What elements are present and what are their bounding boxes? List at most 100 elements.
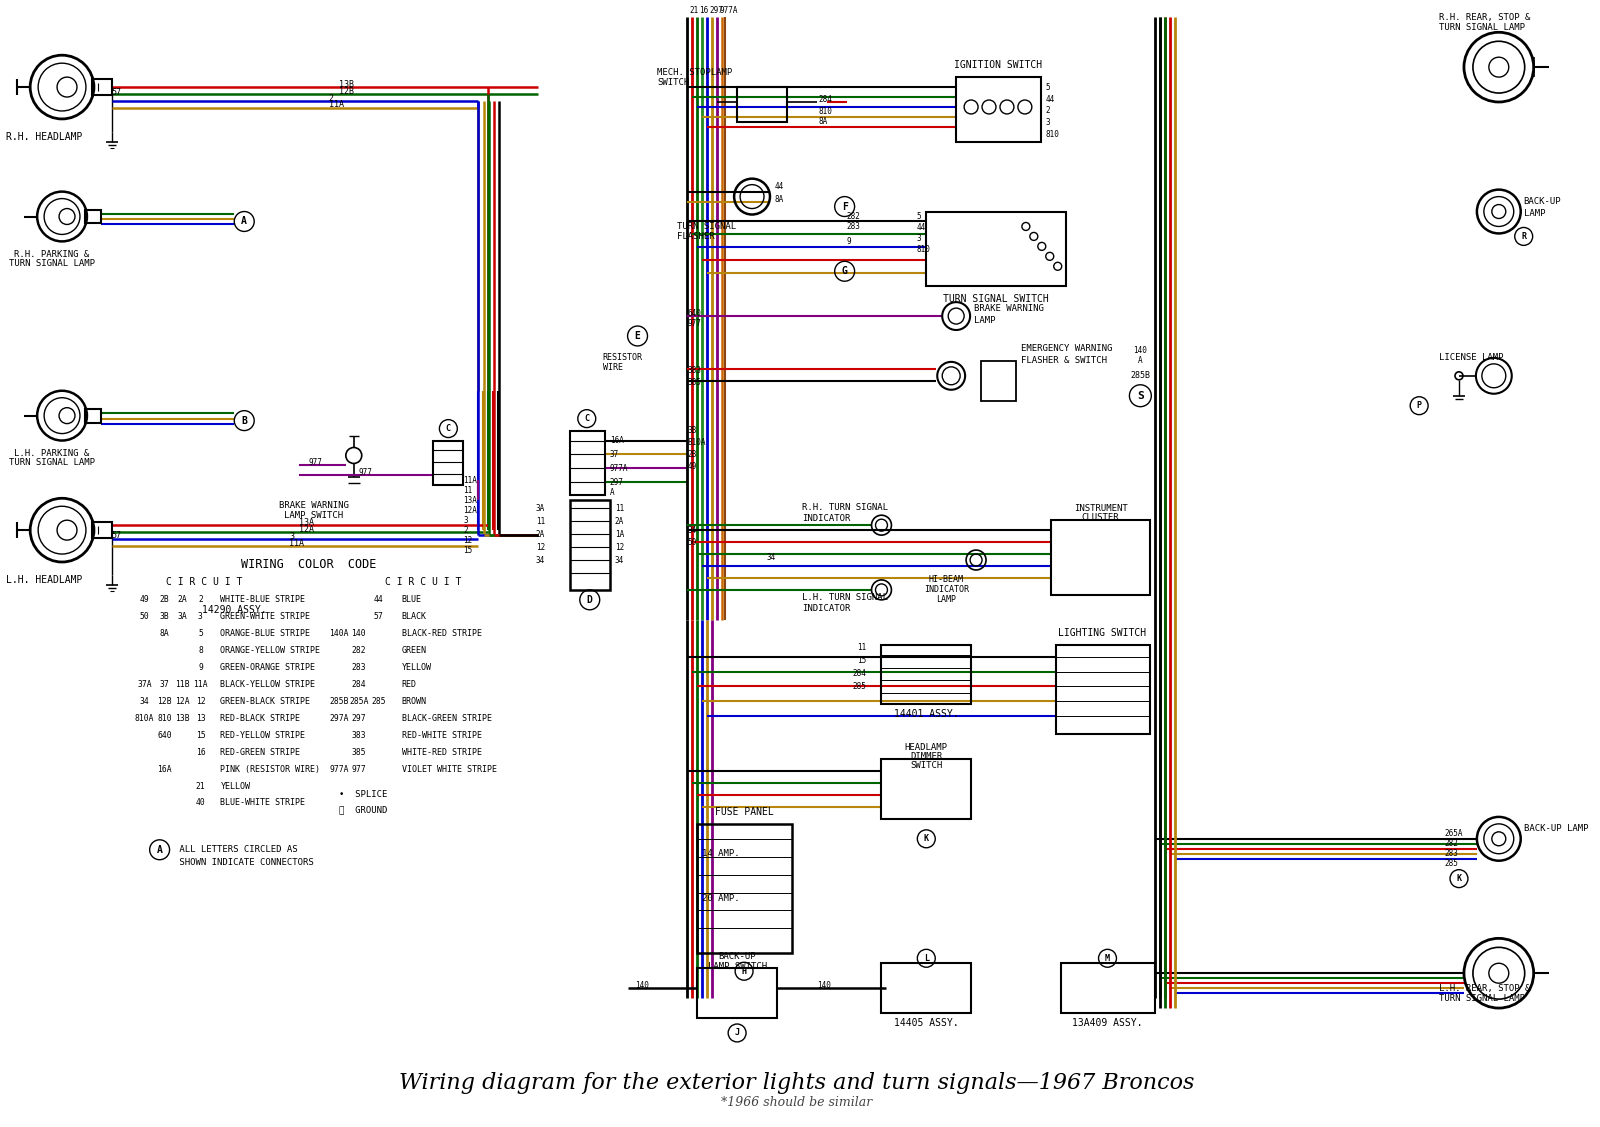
Text: 810: 810 (917, 245, 930, 254)
Text: BACK-UP LAMP: BACK-UP LAMP (1523, 824, 1589, 833)
Text: EMERGENCY WARNING: EMERGENCY WARNING (1021, 345, 1112, 354)
Text: A: A (1138, 356, 1142, 365)
Text: 285B: 285B (1130, 371, 1150, 380)
Text: 977A: 977A (610, 464, 629, 473)
Text: 12A: 12A (464, 506, 477, 515)
Text: INSTRUMENT: INSTRUMENT (1074, 504, 1128, 513)
Text: 44: 44 (374, 595, 384, 604)
Text: 383: 383 (352, 730, 366, 739)
Bar (91, 79, 112, 95)
Text: 13B: 13B (339, 80, 354, 89)
Text: P: P (1416, 401, 1422, 410)
Text: 285A: 285A (349, 696, 368, 706)
Bar (91, 522, 112, 538)
Text: 282: 282 (352, 646, 366, 655)
Text: 50: 50 (139, 612, 149, 621)
Text: GREEN-WHITE STRIPE: GREEN-WHITE STRIPE (221, 612, 310, 621)
Text: 282: 282 (846, 212, 861, 221)
Bar (698, 824, 792, 953)
Text: 285: 285 (371, 696, 386, 706)
Text: RED-GREEN STRIPE: RED-GREEN STRIPE (221, 747, 301, 756)
Text: C: C (584, 414, 589, 423)
Text: 2A: 2A (614, 516, 624, 525)
Text: LAMP: LAMP (974, 316, 995, 325)
Text: 140A: 140A (330, 629, 349, 638)
Text: SWITCH: SWITCH (658, 78, 690, 87)
Text: LAMP: LAMP (1523, 208, 1546, 218)
Text: 977: 977 (309, 458, 323, 467)
Text: 3B: 3B (160, 612, 170, 621)
Text: 140: 140 (352, 629, 366, 638)
Text: Wiring diagram for the exterior lights and turn signals—1967 Broncos: Wiring diagram for the exterior lights a… (398, 1072, 1195, 1093)
Text: 37: 37 (160, 680, 170, 689)
Text: 3A: 3A (536, 504, 546, 513)
Text: 34: 34 (614, 556, 624, 565)
Text: 385: 385 (688, 379, 701, 388)
Text: INDICATOR: INDICATOR (802, 604, 850, 613)
Text: BLACK-RED STRIPE: BLACK-RED STRIPE (402, 629, 482, 638)
Text: TURN SIGNAL LAMP: TURN SIGNAL LAMP (10, 458, 94, 467)
Text: RED: RED (402, 680, 416, 689)
Text: F: F (842, 202, 848, 212)
Text: 810: 810 (157, 713, 171, 722)
Text: 297A: 297A (330, 713, 349, 722)
Text: M: M (1106, 953, 1110, 962)
Text: 284: 284 (819, 95, 832, 104)
Text: WHITE-RED STRIPE: WHITE-RED STRIPE (402, 747, 482, 756)
Text: 11A: 11A (330, 100, 344, 109)
Bar (738, 87, 787, 122)
Text: 282: 282 (1445, 840, 1458, 849)
Bar (434, 441, 464, 486)
Text: 2A: 2A (536, 530, 546, 539)
Text: BACK-UP: BACK-UP (718, 952, 755, 961)
Text: BACK-UP: BACK-UP (1523, 197, 1562, 206)
Text: LAMP SWITCH: LAMP SWITCH (707, 961, 766, 970)
Text: TURN SIGNAL SWITCH: TURN SIGNAL SWITCH (942, 294, 1050, 304)
Text: WHITE-BLUE STRIPE: WHITE-BLUE STRIPE (221, 595, 306, 604)
Text: BLACK-GREEN STRIPE: BLACK-GREEN STRIPE (402, 713, 491, 722)
Text: 385: 385 (352, 747, 366, 756)
Text: K: K (923, 834, 928, 843)
Text: 5: 5 (198, 629, 203, 638)
Text: FLASHER & SWITCH: FLASHER & SWITCH (1021, 356, 1107, 365)
Text: 34: 34 (139, 696, 149, 706)
Text: 12B: 12B (339, 87, 354, 96)
Text: 15: 15 (464, 545, 472, 554)
Text: DIMMER: DIMMER (910, 752, 942, 761)
Text: 57: 57 (112, 88, 122, 97)
Text: 297: 297 (610, 478, 624, 487)
Text: 640: 640 (688, 309, 701, 318)
Text: INDICATOR: INDICATOR (802, 514, 850, 523)
Text: FUSE PANEL: FUSE PANEL (715, 807, 773, 817)
Text: 8: 8 (198, 646, 203, 655)
Text: 13A409 ASSY.: 13A409 ASSY. (1072, 1018, 1142, 1028)
Text: 810A: 810A (688, 438, 706, 447)
Bar (85, 210, 101, 223)
Text: 57: 57 (374, 612, 384, 621)
Text: L.H. TURN SIGNAL: L.H. TURN SIGNAL (802, 593, 888, 602)
Text: 12: 12 (536, 542, 546, 551)
Text: 14401 ASSY.: 14401 ASSY. (894, 709, 958, 719)
Text: L.H. PARKING &: L.H. PARKING & (14, 449, 90, 458)
Text: 3A: 3A (178, 612, 187, 621)
Text: G: G (842, 266, 848, 276)
Text: R.H. REAR, STOP &: R.H. REAR, STOP & (1438, 12, 1531, 21)
Text: RED-BLACK STRIPE: RED-BLACK STRIPE (221, 713, 301, 722)
Text: 297: 297 (352, 713, 366, 722)
Text: 13: 13 (195, 713, 205, 722)
Text: 5: 5 (1046, 82, 1050, 91)
Text: 140: 140 (635, 980, 650, 990)
Text: 20 AMP.: 20 AMP. (702, 894, 739, 903)
Text: ALL LETTERS CIRCLED AS: ALL LETTERS CIRCLED AS (173, 845, 298, 854)
Text: TURN SIGNAL: TURN SIGNAL (677, 222, 736, 231)
Text: 1A: 1A (614, 530, 624, 539)
Text: •  SPLICE: • SPLICE (339, 790, 387, 799)
Text: MECH. STOPLAMP: MECH. STOPLAMP (658, 68, 733, 77)
Text: RED-WHITE STRIPE: RED-WHITE STRIPE (402, 730, 482, 739)
Text: 3: 3 (464, 516, 467, 525)
Text: WIRE: WIRE (603, 363, 622, 372)
Text: 16A: 16A (610, 436, 624, 445)
Text: 11: 11 (858, 644, 867, 653)
Text: 2B: 2B (160, 595, 170, 604)
Text: 11: 11 (614, 504, 624, 513)
